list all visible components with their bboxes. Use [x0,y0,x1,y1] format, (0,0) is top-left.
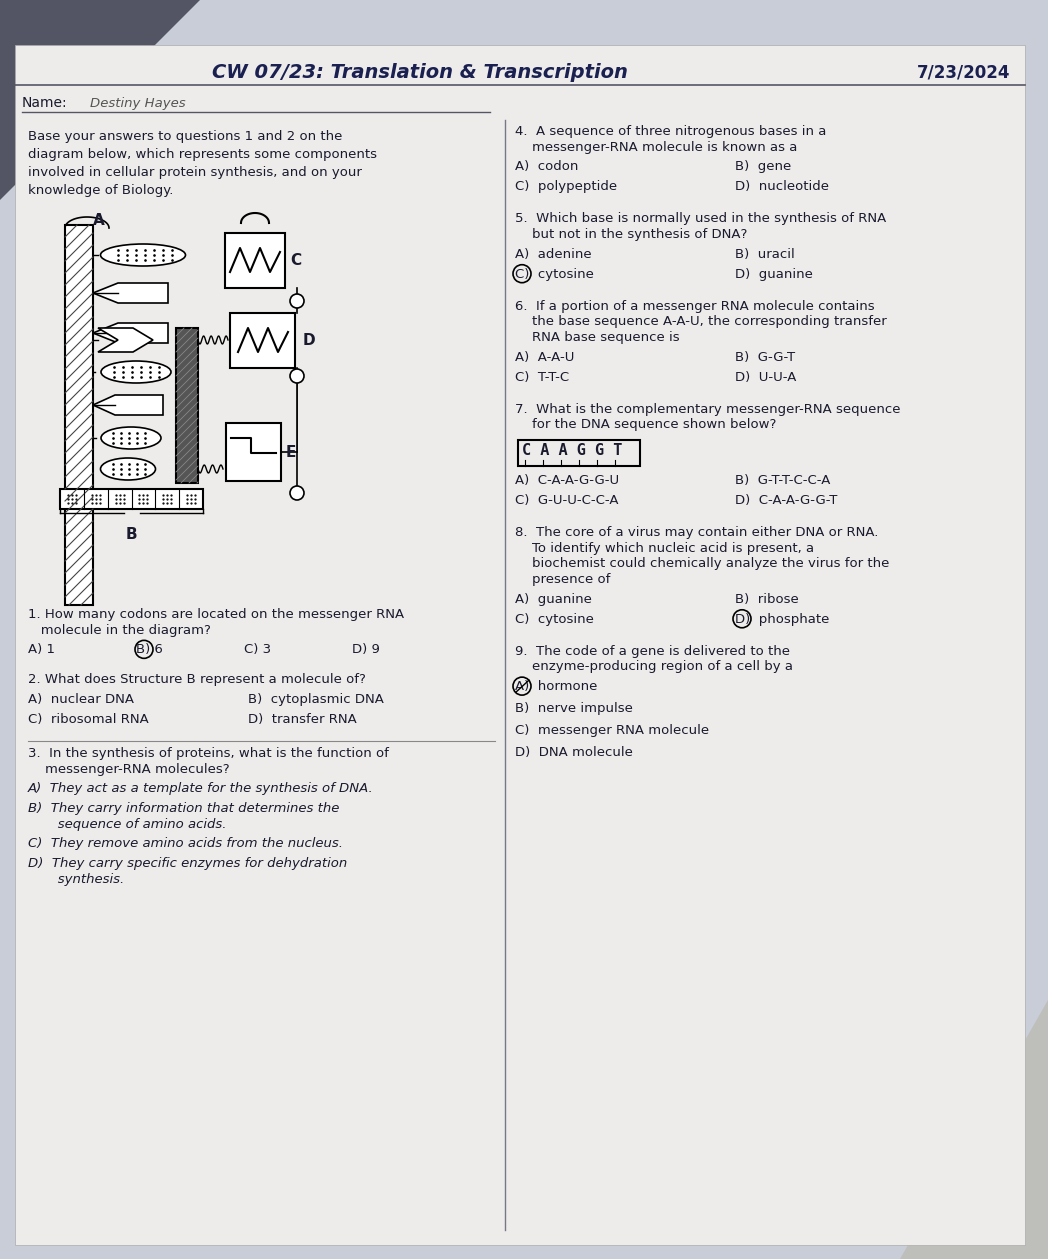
Text: C A A G G T: C A A G G T [522,443,623,458]
Text: A) 1: A) 1 [28,643,54,656]
Text: 5.  Which base is normally used in the synthesis of RNA: 5. Which base is normally used in the sy… [515,213,887,225]
Text: diagram below, which represents some components: diagram below, which represents some com… [28,149,377,161]
Circle shape [290,295,304,308]
Polygon shape [0,0,200,200]
Text: C)  G-U-U-C-C-A: C) G-U-U-C-C-A [515,494,618,507]
FancyArrow shape [93,324,168,342]
Circle shape [290,369,304,383]
Text: To identify which nucleic acid is present, a: To identify which nucleic acid is presen… [515,541,814,555]
Text: enzyme-producing region of a cell by a: enzyme-producing region of a cell by a [515,661,793,674]
Text: 7.  What is the complementary messenger-RNA sequence: 7. What is the complementary messenger-R… [515,403,900,415]
Text: A)  hormone: A) hormone [515,680,597,694]
Text: D)  guanine: D) guanine [735,268,813,281]
Ellipse shape [101,361,171,383]
Text: sequence of amino acids.: sequence of amino acids. [28,818,226,831]
Text: E: E [286,444,297,460]
Bar [176,329,198,483]
Text: CW 07/23: Translation & Transcription: CW 07/23: Translation & Transcription [212,63,628,82]
Bar [518,441,640,466]
Text: messenger-RNA molecule is known as a: messenger-RNA molecule is known as a [515,141,798,154]
Text: 9.  The code of a gene is delivered to the: 9. The code of a gene is delivered to th… [515,645,790,657]
Text: D)  phosphate: D) phosphate [735,613,829,626]
Text: the base sequence A-A-U, the corresponding transfer: the base sequence A-A-U, the correspondi… [515,315,887,329]
Text: biochemist could chemically analyze the virus for the: biochemist could chemically analyze the … [515,558,890,570]
Text: Name:: Name: [22,96,68,110]
Text: C) 3: C) 3 [244,643,271,656]
Polygon shape [99,329,153,353]
Text: A)  adenine: A) adenine [515,248,592,261]
Text: C: C [290,253,301,267]
Text: but not in the synthesis of DNA?: but not in the synthesis of DNA? [515,228,747,240]
Bar [230,313,294,368]
Ellipse shape [101,458,155,480]
Bar [226,423,281,481]
Text: Destiny Hayes: Destiny Hayes [90,97,185,110]
Circle shape [290,486,304,500]
FancyArrow shape [93,283,168,303]
Text: B)  nerve impulse: B) nerve impulse [515,703,633,715]
Text: messenger-RNA molecules?: messenger-RNA molecules? [28,763,230,776]
Text: RNA base sequence is: RNA base sequence is [515,331,679,344]
Text: involved in cellular protein synthesis, and on your: involved in cellular protein synthesis, … [28,166,362,179]
Text: for the DNA sequence shown below?: for the DNA sequence shown below? [515,418,777,432]
Text: Base your answers to questions 1 and 2 on the: Base your answers to questions 1 and 2 o… [28,130,343,144]
Text: D) 9: D) 9 [352,643,379,656]
Text: B)  ribose: B) ribose [735,593,799,606]
Text: D)  C-A-A-G-G-T: D) C-A-A-G-G-T [735,494,837,507]
Text: molecule in the diagram?: molecule in the diagram? [28,623,211,637]
Text: C)  polypeptide: C) polypeptide [515,180,617,194]
Text: C)  messenger RNA molecule: C) messenger RNA molecule [515,724,709,737]
Text: 1. How many codons are located on the messenger RNA: 1. How many codons are located on the me… [28,608,405,621]
Text: 2. What does Structure B represent a molecule of?: 2. What does Structure B represent a mol… [28,674,366,686]
Text: C)  T-T-C: C) T-T-C [515,370,569,384]
Text: 8.  The core of a virus may contain either DNA or RNA.: 8. The core of a virus may contain eithe… [515,526,878,539]
Text: D)  DNA molecule: D) DNA molecule [515,747,633,759]
Text: B) 6: B) 6 [136,643,162,656]
Text: B)  cytoplasmic DNA: B) cytoplasmic DNA [248,692,384,706]
Text: 7/23/2024: 7/23/2024 [917,63,1010,81]
Text: presence of: presence of [515,573,610,587]
Text: A)  guanine: A) guanine [515,593,592,606]
Text: synthesis.: synthesis. [28,872,125,886]
Text: D)  transfer RNA: D) transfer RNA [248,713,356,726]
Text: 3.  In the synthesis of proteins, what is the function of: 3. In the synthesis of proteins, what is… [28,747,389,760]
Ellipse shape [101,244,185,266]
Text: A)  A-A-U: A) A-A-U [515,351,574,364]
Text: 6.  If a portion of a messenger RNA molecule contains: 6. If a portion of a messenger RNA molec… [515,300,875,312]
Text: A)  nuclear DNA: A) nuclear DNA [28,692,134,706]
Text: A)  C-A-A-G-G-U: A) C-A-A-G-G-U [515,475,619,487]
Bar [225,233,285,288]
Text: D)  They carry specific enzymes for dehydration: D) They carry specific enzymes for dehyd… [28,857,347,870]
Text: A)  They act as a template for the synthesis of DNA.: A) They act as a template for the synthe… [28,782,374,796]
Bar [65,225,93,606]
Text: B)  They carry information that determines the: B) They carry information that determine… [28,802,340,815]
Text: B)  G-G-T: B) G-G-T [735,351,795,364]
Text: D)  nucleotide: D) nucleotide [735,180,829,194]
Text: 4.  A sequence of three nitrogenous bases in a: 4. A sequence of three nitrogenous bases… [515,125,827,138]
Text: B)  uracil: B) uracil [735,248,794,261]
Text: D)  U-U-A: D) U-U-A [735,370,796,384]
Ellipse shape [101,427,161,449]
Text: A)  codon: A) codon [515,160,578,174]
Bar [60,488,203,509]
Text: B)  G-T-T-C-C-A: B) G-T-T-C-C-A [735,475,830,487]
FancyArrow shape [93,395,163,415]
Text: A: A [93,213,105,228]
Text: D: D [303,332,315,347]
Text: B)  gene: B) gene [735,160,791,174]
Text: C)  cytosine: C) cytosine [515,268,594,281]
Text: C)  cytosine: C) cytosine [515,613,594,626]
Polygon shape [900,1000,1048,1259]
Text: C)  ribosomal RNA: C) ribosomal RNA [28,713,149,726]
Text: B: B [126,528,137,543]
Text: C)  They remove amino acids from the nucleus.: C) They remove amino acids from the nucl… [28,837,343,850]
Text: knowledge of Biology.: knowledge of Biology. [28,184,173,196]
